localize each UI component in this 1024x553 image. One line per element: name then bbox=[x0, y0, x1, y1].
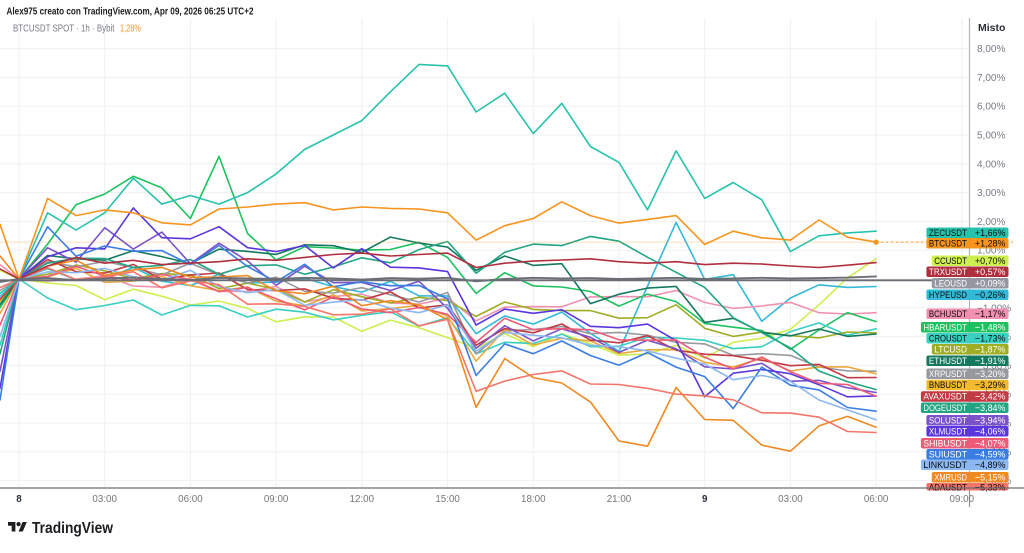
svg-text:AVAXUSDT: AVAXUSDT bbox=[923, 392, 967, 403]
svg-text:06:00: 06:00 bbox=[864, 494, 889, 505]
svg-text:Alex975 creato con TradingView: Alex975 creato con TradingView.com, Apr … bbox=[7, 6, 254, 18]
svg-text:SOLUSDT: SOLUSDT bbox=[929, 415, 967, 426]
svg-text:−1,87%: −1,87% bbox=[975, 344, 1006, 355]
svg-text:6,00%: 6,00% bbox=[977, 102, 1005, 113]
svg-text:BNBUSDT: BNBUSDT bbox=[929, 380, 967, 391]
svg-text:−1,17%: −1,17% bbox=[975, 309, 1006, 320]
svg-text:4,00%: 4,00% bbox=[977, 159, 1005, 170]
svg-text:−5,15%: −5,15% bbox=[975, 472, 1006, 483]
svg-text:03:00: 03:00 bbox=[92, 494, 117, 505]
svg-text:2,00%: 2,00% bbox=[977, 217, 1005, 228]
svg-text:9: 9 bbox=[702, 494, 708, 505]
svg-text:−4,06%: −4,06% bbox=[975, 426, 1006, 437]
svg-text:−3,00%: −3,00% bbox=[977, 361, 1011, 372]
svg-text:03:00: 03:00 bbox=[778, 494, 803, 505]
svg-text:BTCUSDT SPOT · 1h · Bybit: BTCUSDT SPOT · 1h · Bybit bbox=[13, 24, 115, 35]
svg-text:DOGEUSDT: DOGEUSDT bbox=[923, 403, 967, 414]
svg-text:09:00: 09:00 bbox=[950, 494, 975, 505]
svg-text:−3,94%: −3,94% bbox=[975, 415, 1006, 426]
svg-text:+0,09%: +0,09% bbox=[975, 278, 1006, 289]
svg-text:SUIUSDT: SUIUSDT bbox=[929, 449, 967, 460]
svg-text:CCUSDT: CCUSDT bbox=[934, 256, 967, 267]
svg-text:XLMUSDT: XLMUSDT bbox=[929, 426, 967, 437]
svg-text:−1,91%: −1,91% bbox=[975, 356, 1006, 367]
svg-text:TradingView: TradingView bbox=[32, 520, 114, 537]
svg-text:8,00%: 8,00% bbox=[977, 44, 1005, 55]
svg-text:−1,48%: −1,48% bbox=[975, 322, 1006, 333]
svg-text:BTCUSDT: BTCUSDT bbox=[929, 238, 967, 249]
svg-text:09:00: 09:00 bbox=[264, 494, 289, 505]
svg-text:12:00: 12:00 bbox=[350, 494, 375, 505]
svg-text:HYPEUSD: HYPEUSD bbox=[929, 290, 967, 301]
svg-text:Misto: Misto bbox=[978, 22, 1005, 34]
svg-text:BCHUSDT: BCHUSDT bbox=[929, 309, 967, 320]
svg-text:−3,20%: −3,20% bbox=[975, 369, 1006, 380]
svg-text:1,28%: 1,28% bbox=[120, 24, 141, 35]
svg-text:−4,59%: −4,59% bbox=[975, 449, 1006, 460]
svg-text:15:00: 15:00 bbox=[435, 494, 460, 505]
svg-text:−3,29%: −3,29% bbox=[975, 380, 1006, 391]
svg-text:−3,42%: −3,42% bbox=[975, 392, 1006, 403]
svg-text:LTCUSD: LTCUSD bbox=[934, 344, 967, 355]
svg-text:LINKUSDT: LINKUSDT bbox=[923, 460, 967, 471]
svg-text:−4,89%: −4,89% bbox=[975, 460, 1006, 471]
svg-text:LEOUSD: LEOUSD bbox=[934, 278, 967, 289]
svg-text:SHIBUSDT: SHIBUSDT bbox=[923, 438, 967, 449]
svg-text:−0,26%: −0,26% bbox=[975, 290, 1006, 301]
svg-text:CROUSDT: CROUSDT bbox=[929, 333, 967, 344]
svg-text:21:00: 21:00 bbox=[607, 494, 632, 505]
svg-text:8: 8 bbox=[16, 494, 22, 505]
svg-text:+1,66%: +1,66% bbox=[975, 228, 1006, 239]
svg-text:5,00%: 5,00% bbox=[977, 131, 1005, 142]
svg-text:18:00: 18:00 bbox=[521, 494, 546, 505]
svg-text:−1,73%: −1,73% bbox=[975, 333, 1006, 344]
svg-text:7,00%: 7,00% bbox=[977, 73, 1005, 84]
svg-text:+0,57%: +0,57% bbox=[975, 267, 1006, 278]
svg-text:06:00: 06:00 bbox=[178, 494, 203, 505]
svg-text:XMRUSD: XMRUSD bbox=[934, 472, 967, 483]
svg-text:1,00%: 1,00% bbox=[977, 246, 1005, 257]
svg-text:−3,84%: −3,84% bbox=[975, 403, 1006, 414]
svg-text:−4,07%: −4,07% bbox=[975, 438, 1006, 449]
svg-text:3,00%: 3,00% bbox=[977, 188, 1005, 199]
svg-text:+1,28%: +1,28% bbox=[975, 238, 1006, 249]
svg-text:XRPUSDT: XRPUSDT bbox=[929, 369, 967, 380]
svg-text:ETHUSDT: ETHUSDT bbox=[929, 356, 967, 367]
svg-text:HBARUSDT: HBARUSDT bbox=[923, 322, 967, 333]
svg-text:+0,70%: +0,70% bbox=[975, 256, 1006, 267]
svg-text:ZECUSDT: ZECUSDT bbox=[929, 228, 967, 239]
svg-text:TRXUSDT: TRXUSDT bbox=[929, 267, 967, 278]
